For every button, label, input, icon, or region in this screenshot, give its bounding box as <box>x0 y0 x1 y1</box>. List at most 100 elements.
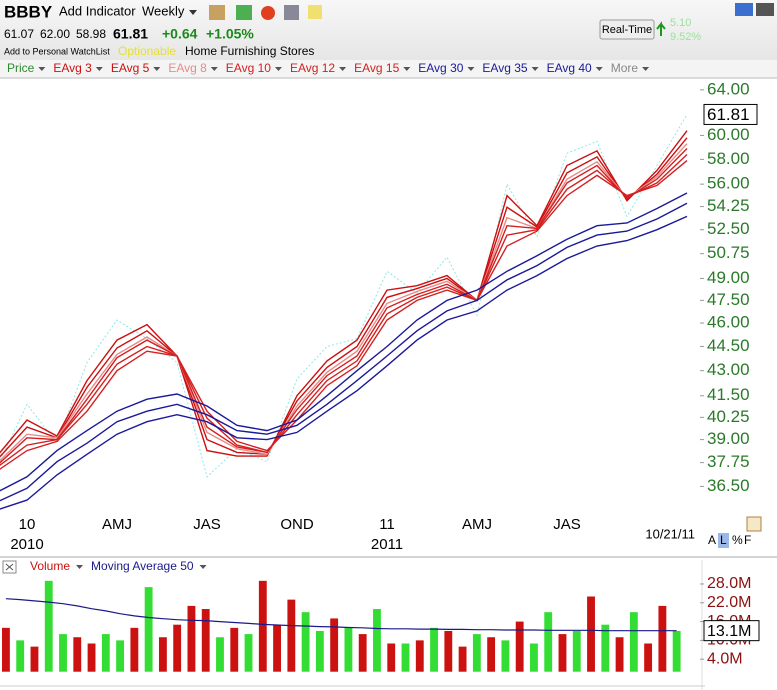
volume-plot <box>2 580 681 672</box>
volume-legend-entry[interactable]: Moving Average 50 <box>91 559 194 573</box>
y-tick-label: 52.50 <box>707 219 750 238</box>
current-volume-box <box>703 620 760 642</box>
legend-arrow[interactable] <box>76 565 84 569</box>
realtime-label[interactable]: Real-Time <box>602 24 652 36</box>
low: 58.98 <box>76 27 106 41</box>
current-volume: 13.1M <box>707 623 751 640</box>
symbol: BBBY <box>4 2 53 21</box>
close-x[interactable] <box>5 563 14 571</box>
legend-entry[interactable]: EAvg 30 <box>418 61 463 75</box>
volume-bar <box>187 605 196 672</box>
legend-arrow[interactable] <box>595 67 603 71</box>
volume-legend-entry[interactable]: Volume <box>30 559 70 573</box>
legend-arrow[interactable] <box>339 67 347 71</box>
volume-bar <box>515 621 524 672</box>
scale-button[interactable]: % <box>732 533 743 547</box>
volume-bar <box>430 627 438 672</box>
legend-arrow[interactable] <box>403 67 411 71</box>
legend-arrow[interactable] <box>95 67 103 71</box>
y-tick-label: 46.00 <box>707 313 750 332</box>
volume-bar <box>73 637 82 672</box>
y-tick-label: 36.50 <box>707 476 750 495</box>
price-line <box>0 137 688 458</box>
scale-button-active <box>718 533 729 548</box>
volume-bar <box>587 596 595 672</box>
volume-bar <box>201 609 210 672</box>
scale-button[interactable]: F <box>744 533 751 547</box>
y-tick-label: 40.25 <box>707 407 750 426</box>
alarm-icon[interactable] <box>261 6 275 20</box>
legend-arrow[interactable] <box>38 67 46 71</box>
add-indicator[interactable]: Add Indicator <box>59 3 136 18</box>
realtime-button[interactable] <box>599 19 655 40</box>
legend-bar <box>0 60 777 78</box>
watchlist[interactable]: Add to Personal WatchList <box>4 46 110 56</box>
scale-button[interactable]: A <box>708 533 716 547</box>
y-tick-label: 37.75 <box>707 452 750 471</box>
y-tick-label: 54.25 <box>707 196 750 215</box>
volume-bar <box>672 630 681 672</box>
y-tick-label: 4.0M <box>707 650 743 667</box>
legend-arrow[interactable] <box>199 565 207 569</box>
change-pct: +1.05% <box>206 26 254 42</box>
last: 61.81 <box>113 26 148 42</box>
price-line <box>0 143 688 462</box>
volume-bar <box>330 618 339 672</box>
legend-arrow[interactable] <box>274 67 282 71</box>
legend-entry[interactable]: EAvg 40 <box>547 61 592 75</box>
year-label: 2011 <box>371 536 403 553</box>
volume-bar <box>415 640 424 672</box>
chart-icon[interactable] <box>236 5 252 20</box>
legend-entry[interactable]: EAvg 3 <box>53 61 92 75</box>
current-price: 61.81 <box>707 105 750 124</box>
legend-arrow[interactable] <box>467 67 475 71</box>
t-button[interactable] <box>756 3 774 16</box>
tool-icon[interactable] <box>209 5 225 20</box>
volume-bar <box>501 640 510 672</box>
volume-bar <box>59 634 67 672</box>
volume-bar <box>158 637 167 672</box>
legend-entry[interactable]: EAvg 5 <box>111 61 150 75</box>
s-button[interactable] <box>735 3 753 16</box>
legend-entry[interactable]: EAvg 8 <box>168 61 207 75</box>
y-tick-label: 58.00 <box>707 149 750 168</box>
note-icon[interactable] <box>308 5 322 19</box>
legend-arrow[interactable] <box>531 67 539 71</box>
legend-arrow[interactable] <box>210 67 218 71</box>
high: 62.00 <box>40 27 70 41</box>
draw-tool[interactable] <box>746 516 762 532</box>
legend-entry[interactable]: EAvg 35 <box>482 61 527 75</box>
last-date: 10/21/11 <box>645 526 695 541</box>
volume-bar <box>401 643 410 672</box>
volume-bar <box>44 580 53 672</box>
y-tick-label: 41.50 <box>707 385 750 404</box>
volume-bar <box>572 630 581 672</box>
scale-button[interactable]: L <box>720 533 727 547</box>
legend-entry[interactable]: Price <box>7 61 35 75</box>
industry: Home Furnishing Stores <box>185 44 314 58</box>
x-tick-label: 11 <box>379 516 395 533</box>
volume-legend: Volume Moving Average 50 <box>30 559 207 573</box>
more[interactable]: More <box>611 61 639 75</box>
volume-bar <box>530 643 538 672</box>
volume-bar <box>644 643 653 672</box>
price-line <box>0 215 688 510</box>
dropdown-arrow[interactable] <box>189 10 197 15</box>
interval[interactable]: Weekly <box>142 3 185 18</box>
volume-bar <box>358 634 367 672</box>
legend-entry[interactable]: EAvg 15 <box>354 61 399 75</box>
y-tick-label: 44.50 <box>707 336 750 355</box>
y-tick-label: 28.0M <box>707 575 751 592</box>
volume-bar <box>173 624 182 672</box>
price-line <box>0 192 688 492</box>
volume-bar <box>301 612 310 672</box>
legend-arrow[interactable] <box>642 67 650 71</box>
legend-entry[interactable]: EAvg 10 <box>226 61 271 75</box>
table-icon[interactable] <box>284 5 299 20</box>
legend-entry[interactable]: EAvg 12 <box>290 61 335 75</box>
y-tick-label: 47.50 <box>707 290 750 309</box>
volume-bar <box>658 605 667 672</box>
legend-arrow[interactable] <box>153 67 161 71</box>
y-tick-label: 49.00 <box>707 268 750 287</box>
